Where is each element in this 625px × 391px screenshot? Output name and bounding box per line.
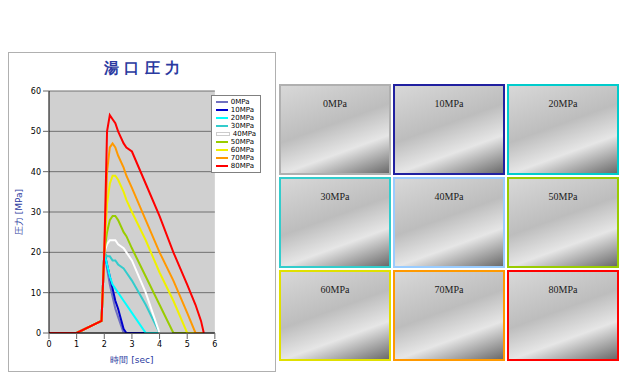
html-text:0MPa: 0MPa [323, 98, 347, 109]
html-text:80MPa: 80MPa [548, 284, 578, 295]
html-text:50MPa: 50MPa [230, 138, 254, 146]
svg-text:0: 0 [36, 329, 41, 338]
svg-text:5: 5 [185, 340, 190, 349]
html-text:20MPa: 20MPa [230, 114, 254, 122]
html-text:湯 口 圧 力: 湯 口 圧 力 [104, 59, 180, 77]
html-text:30MPa: 30MPa [320, 191, 350, 202]
html-text:50MPa: 50MPa [548, 191, 578, 202]
html-text:10MPa: 10MPa [434, 98, 464, 109]
svg-text:60: 60 [31, 87, 41, 96]
html-text:70MPa: 70MPa [230, 154, 254, 162]
svg-text:10: 10 [31, 289, 41, 298]
html-text:80MPa: 80MPa [230, 162, 254, 170]
html-text:40MPa: 40MPa [232, 130, 256, 138]
html-text:30MPa: 30MPa [230, 122, 254, 130]
svg-text:時間 [sec]: 時間 [sec] [110, 355, 153, 365]
svg-text:30: 30 [31, 208, 41, 217]
html-text:40MPa: 40MPa [434, 191, 464, 202]
svg-text:4: 4 [157, 340, 162, 349]
svg-text:40: 40 [31, 168, 41, 177]
html-text:0MPa: 0MPa [230, 98, 250, 106]
svg-text:6: 6 [212, 340, 217, 349]
svg-text:圧力 [MPa]: 圧力 [MPa] [14, 189, 24, 235]
html-text:10MPa: 10MPa [230, 106, 254, 114]
svg-text:20: 20 [31, 248, 41, 257]
svg-text:0: 0 [46, 340, 51, 349]
html-text:60MPa: 60MPa [230, 146, 254, 154]
svg-text:50: 50 [31, 127, 41, 136]
svg-text:2: 2 [102, 340, 107, 349]
svg-text:3: 3 [129, 340, 134, 349]
svg-text:1: 1 [74, 340, 79, 349]
html-text:70MPa: 70MPa [434, 284, 464, 295]
html-text:60MPa: 60MPa [320, 284, 350, 295]
html-text:20MPa: 20MPa [548, 98, 578, 109]
